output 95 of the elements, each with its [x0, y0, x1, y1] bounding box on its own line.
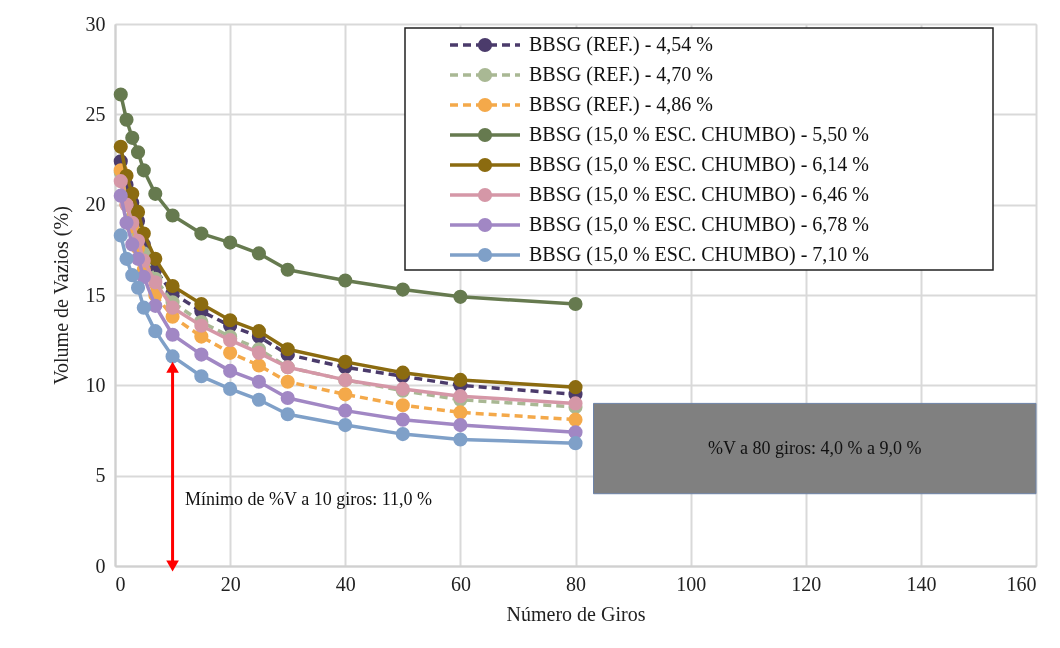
point	[280, 390, 295, 406]
point	[223, 345, 238, 360]
y-tick-label: 25	[85, 102, 106, 125]
legend-label: BBSG (15,0 % ESC. CHUMBO) - 6,78 %	[529, 213, 870, 236]
point	[165, 349, 180, 364]
x-tick-label: 120	[791, 572, 822, 595]
point	[148, 324, 163, 339]
legend-label: BBSG (REF.) - 4,86 %	[529, 93, 713, 116]
point	[113, 188, 128, 203]
x-tick-label: 100	[676, 572, 707, 595]
point	[130, 145, 146, 160]
point	[395, 412, 410, 427]
y-tick-label: 10	[85, 373, 106, 396]
point	[113, 228, 128, 243]
y-axis-title: Volume de Vazios (%)	[49, 206, 73, 385]
point	[338, 418, 353, 433]
point	[395, 282, 410, 297]
x-tick-label: 160	[1006, 572, 1037, 595]
legend-label: BBSG (15,0 % ESC. CHUMBO) - 6,14 %	[529, 153, 870, 176]
point	[113, 139, 128, 154]
y-tick-label: 15	[85, 283, 106, 306]
point	[280, 262, 295, 277]
x-tick-label: 0	[115, 572, 126, 595]
legend-label: BBSG (15,0 % ESC. CHUMBO) - 5,50 %	[529, 123, 870, 146]
y-tick-label: 5	[95, 464, 106, 487]
legend-label: BBSG (15,0 % ESC. CHUMBO) - 6,46 %	[529, 183, 870, 206]
point	[395, 398, 410, 413]
point	[113, 174, 128, 189]
legend-label: BBSG (REF.) - 4,70 %	[529, 63, 713, 86]
point	[338, 273, 353, 288]
band-label: %V a 80 giros: 4,0 % a 9,0 %	[707, 437, 922, 458]
point	[125, 237, 140, 252]
point	[119, 215, 134, 230]
point	[148, 186, 163, 201]
x-tick-label: 140	[906, 572, 937, 595]
point	[338, 403, 353, 418]
y-tick-label: 20	[85, 193, 106, 216]
point	[148, 251, 163, 266]
point	[338, 387, 353, 402]
point	[223, 333, 238, 348]
y-tick-label: 30	[85, 12, 106, 35]
point	[223, 363, 238, 378]
point	[568, 296, 583, 312]
point	[165, 278, 180, 294]
x-tick-label: 20	[220, 572, 241, 595]
x-tick-label: 60	[450, 572, 471, 595]
y-tick-label: 0	[95, 554, 106, 577]
point	[223, 235, 238, 250]
point	[194, 369, 209, 384]
legend-label: BBSG (15,0 % ESC. CHUMBO) - 7,10 %	[529, 243, 870, 266]
point	[453, 418, 468, 433]
point	[119, 251, 134, 266]
point	[568, 436, 583, 451]
point	[125, 268, 140, 283]
point	[130, 251, 146, 266]
point	[113, 87, 128, 102]
point	[194, 347, 209, 362]
point	[395, 427, 410, 442]
point	[453, 432, 468, 447]
point	[453, 372, 468, 387]
point	[453, 289, 468, 304]
legend-label: BBSG (REF.) - 4,54 %	[529, 33, 713, 56]
point	[453, 405, 468, 420]
point	[130, 280, 146, 295]
point	[119, 112, 134, 127]
point	[280, 407, 295, 422]
point	[251, 358, 266, 373]
point	[251, 392, 266, 407]
point	[338, 354, 353, 369]
point	[280, 374, 295, 389]
x-tick-label: 80	[566, 572, 586, 595]
point	[568, 396, 583, 411]
point	[280, 342, 295, 357]
point	[125, 130, 140, 145]
x-axis-title: Número de Giros	[506, 602, 646, 625]
point	[136, 163, 151, 178]
point	[194, 296, 209, 312]
point	[148, 275, 163, 290]
point	[130, 204, 146, 219]
point	[165, 300, 180, 315]
point	[251, 324, 266, 339]
point	[568, 380, 583, 395]
point	[165, 327, 180, 342]
point	[223, 313, 238, 328]
point	[251, 246, 266, 261]
point	[223, 381, 238, 396]
x-tick-label: 40	[335, 572, 356, 595]
point	[251, 374, 266, 389]
annotation: Mínimo de %V a 10 giros: 11,0 %	[185, 489, 432, 509]
point	[165, 208, 180, 223]
point	[395, 365, 410, 380]
point	[194, 226, 209, 241]
point	[136, 300, 151, 315]
point	[148, 298, 163, 313]
point	[568, 412, 583, 427]
